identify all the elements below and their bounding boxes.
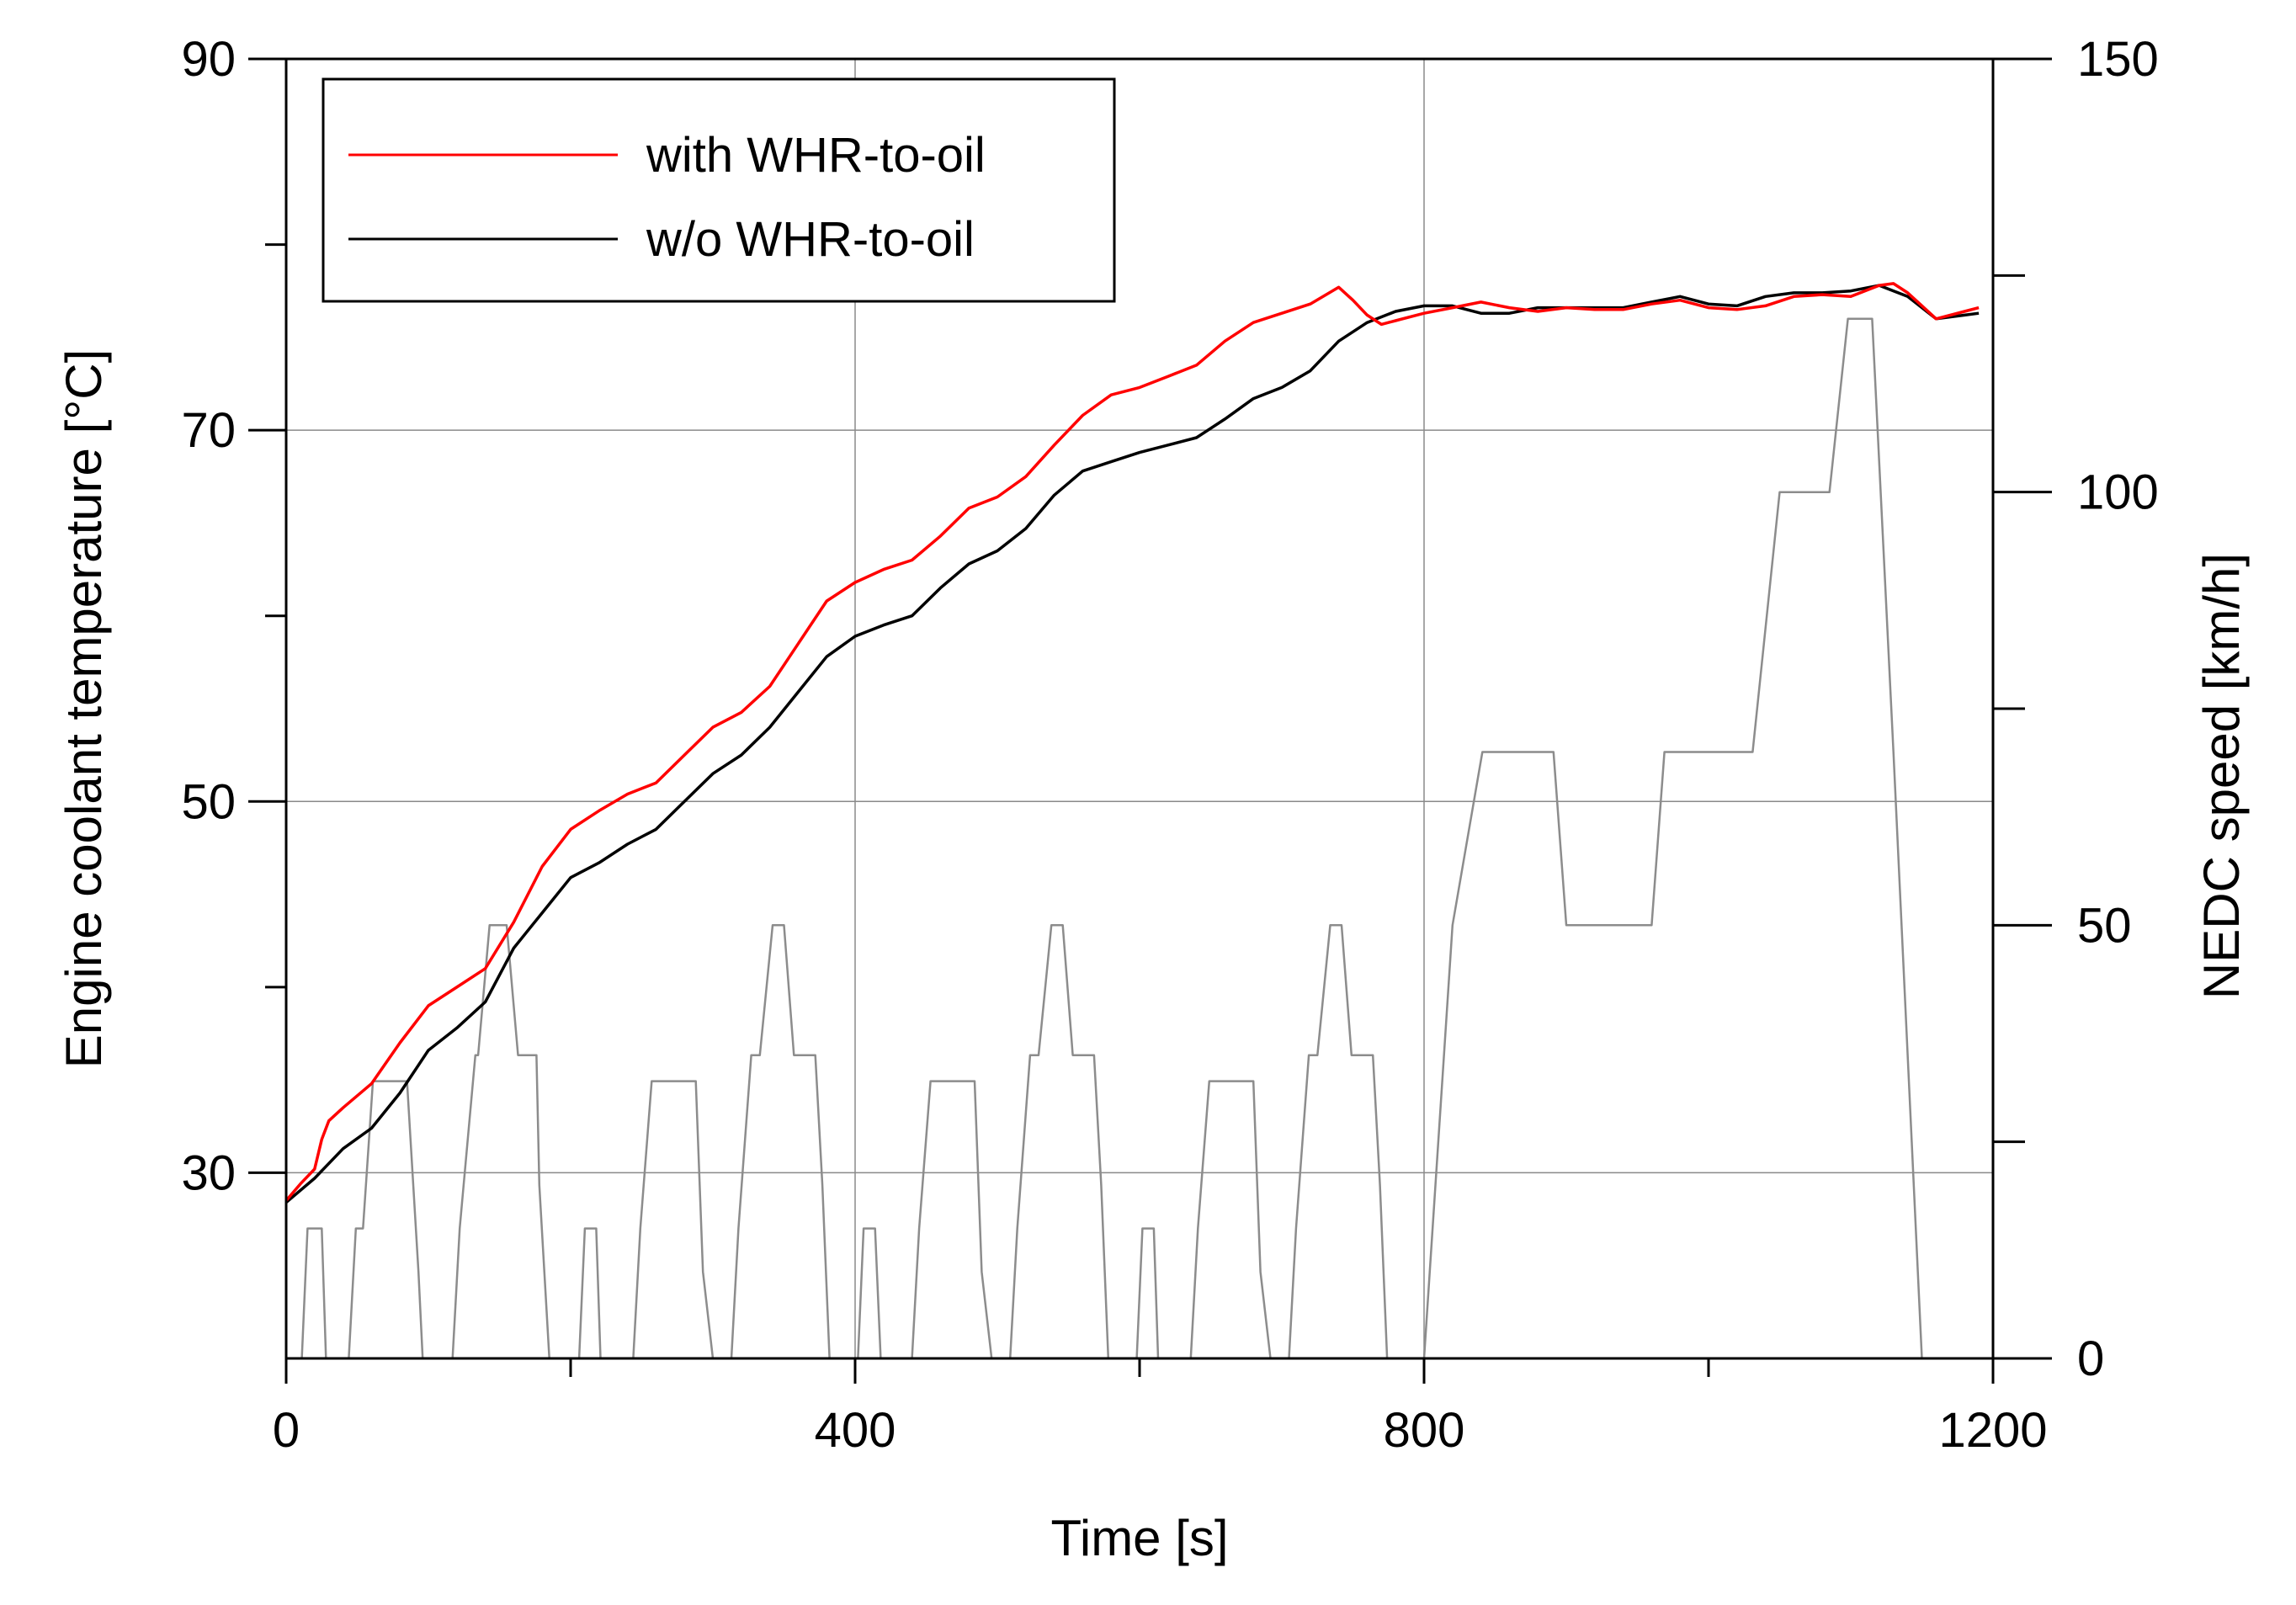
legend-label-without-whr: w/o WHR-to-oil — [646, 212, 975, 267]
y2-tick-label: 50 — [2077, 898, 2132, 953]
y-tick-label: 90 — [181, 32, 236, 87]
y-axis-label-left: Engine coolant temperature [°C] — [56, 349, 112, 1068]
axis-ticks: 0 400 800 1200 30 50 70 90 0 50 100 150 — [181, 32, 2158, 1458]
y-tick-label: 50 — [181, 774, 236, 829]
x-tick-label: 0 — [273, 1403, 300, 1458]
legend-box — [322, 77, 1116, 303]
y2-tick-label: 100 — [2077, 465, 2159, 520]
x-tick-label: 400 — [815, 1403, 896, 1458]
y2-tick-label: 0 — [2077, 1331, 2104, 1386]
x-axis-label: Time [s] — [1050, 1510, 1228, 1566]
series-line-nedc-speed — [286, 317, 1993, 1360]
grid-lines — [286, 59, 1993, 1358]
x-tick-label: 1200 — [1938, 1403, 2047, 1458]
y2-tick-label: 150 — [2077, 32, 2159, 87]
series-line-with-whr — [284, 282, 1980, 1202]
y-axis-label-right: NEDC speed [km/h] — [2193, 553, 2250, 999]
y-tick-label: 30 — [181, 1145, 236, 1200]
y-tick-label: 70 — [181, 403, 236, 458]
legend-label-with-whr: with WHR-to-oil — [646, 128, 986, 183]
series-line-without-whr — [284, 284, 1980, 1204]
x-tick-label: 800 — [1384, 1403, 1465, 1458]
series-layer — [284, 282, 1993, 1360]
legend: with WHR-to-oil w/o WHR-to-oil — [322, 77, 1116, 303]
